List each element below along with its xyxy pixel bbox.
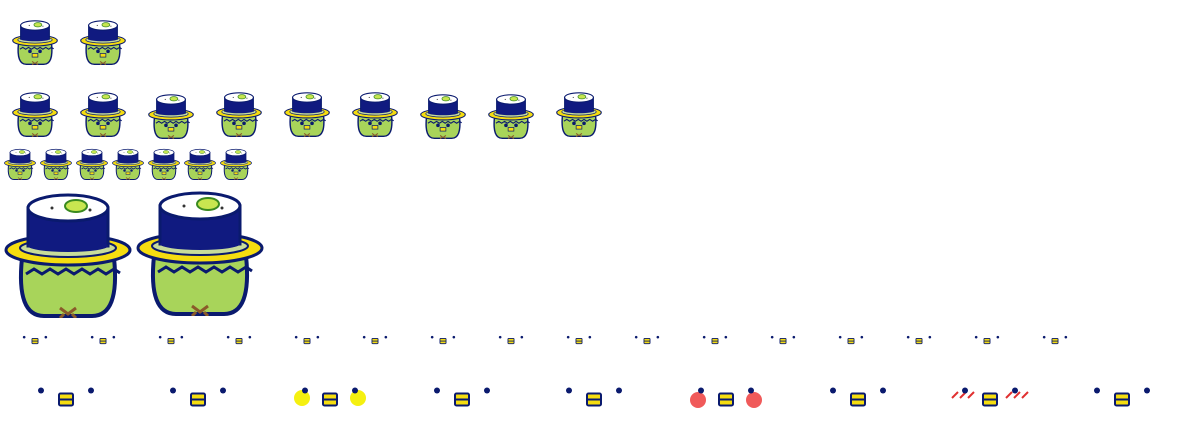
- large-sprites: [4, 191, 264, 318]
- cheek: [350, 390, 366, 406]
- large-faces: [36, 386, 1152, 408]
- sprites-row-1: [13, 21, 126, 65]
- small-faces: [22, 335, 1068, 345]
- sprites-row-2: [13, 93, 602, 139]
- sprites-row-3: [5, 149, 252, 180]
- cheek: [746, 392, 762, 408]
- blush: [951, 391, 1029, 399]
- cheek: [690, 392, 706, 408]
- cheek: [294, 390, 310, 406]
